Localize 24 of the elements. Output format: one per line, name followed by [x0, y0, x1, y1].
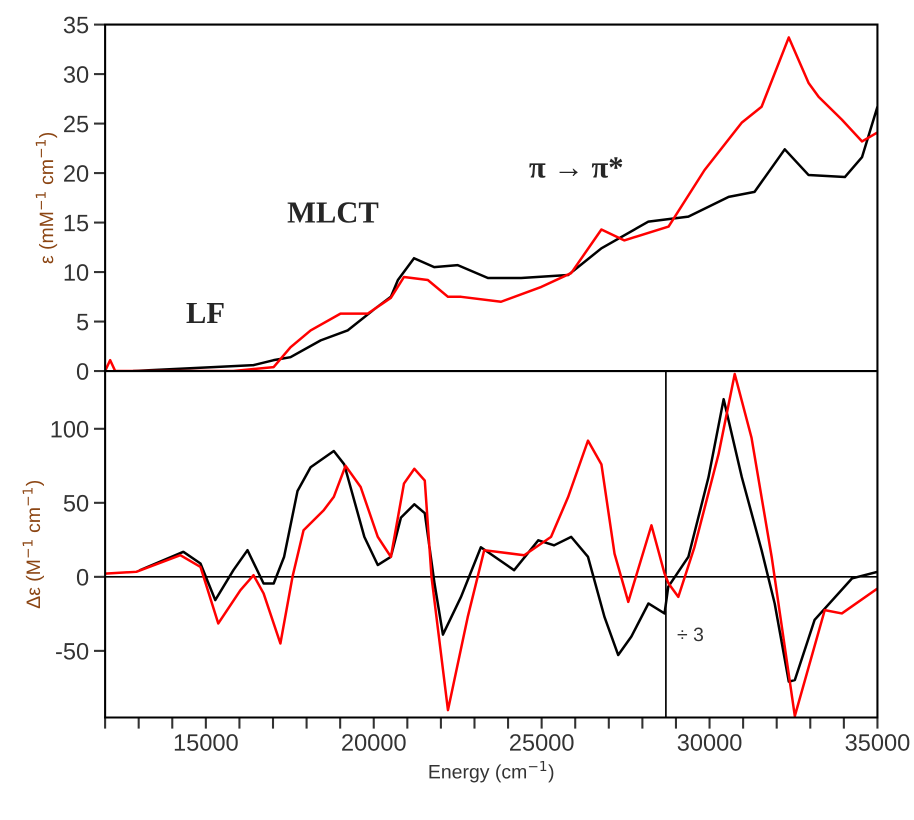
annotation: MLCT: [288, 202, 378, 223]
y-axis-title: Δε (M$^{−1}$ cm$^{−1}$): [22, 480, 44, 608]
y-tick-label: 100: [52, 420, 88, 438]
x-tick-label: 30000: [678, 734, 742, 751]
annotation: π → π*: [529, 157, 622, 178]
x-tick-label: 20000: [342, 734, 406, 751]
y-tick-label: 0: [76, 363, 88, 380]
y-tick-label: 15: [64, 214, 88, 232]
y-tick-label: 0: [76, 568, 88, 586]
ref-line-label: ÷ 3: [678, 628, 704, 642]
y-tick-label: 5: [76, 314, 88, 330]
y-tick-label: -50: [56, 642, 88, 660]
annotation: LF: [186, 302, 224, 323]
y-tick-label: 35: [64, 16, 88, 34]
y-tick-label: 30: [64, 66, 88, 83]
y-tick-label: 50: [64, 494, 88, 512]
x-tick-label: 35000: [846, 734, 910, 751]
x-tick-label: 25000: [510, 734, 574, 751]
y-axis-title: ε (mM$^{−1}$ cm$^{−1}$): [36, 132, 58, 264]
y-tick-label: 10: [64, 264, 88, 281]
x-axis-title: Energy (cm$^{−1}$): [429, 761, 554, 782]
y-tick-label: 20: [64, 165, 88, 182]
y-tick-label: 25: [64, 116, 88, 132]
x-tick-label: 15000: [174, 734, 238, 751]
